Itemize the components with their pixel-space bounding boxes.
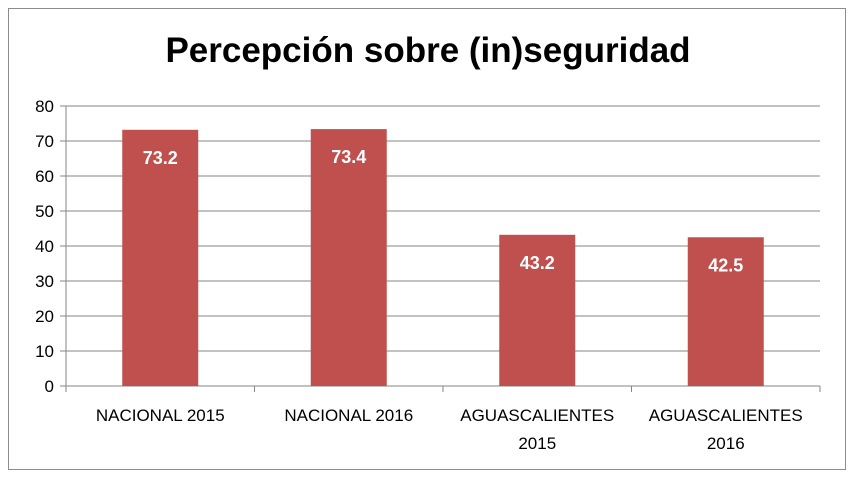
y-tick-label-70: 70 bbox=[35, 132, 54, 151]
chart-title: Percepción sobre (in)seguridad bbox=[165, 31, 690, 70]
bar-1 bbox=[122, 129, 199, 387]
y-tick-label-40: 40 bbox=[35, 237, 54, 256]
x-category-label-4-line-2: 2016 bbox=[707, 434, 745, 453]
y-tick-label-20: 20 bbox=[35, 307, 54, 326]
y-tick-label-0: 0 bbox=[45, 377, 54, 396]
bar-3 bbox=[499, 234, 576, 386]
x-category-label-2: NACIONAL 2016 bbox=[284, 406, 413, 425]
x-category-label-3-line-2: 2015 bbox=[518, 434, 556, 453]
bars bbox=[122, 129, 764, 387]
data-label-2: 73.4 bbox=[331, 147, 366, 167]
y-tick-label-30: 30 bbox=[35, 272, 54, 291]
bar-4 bbox=[687, 237, 764, 386]
y-tick-label-60: 60 bbox=[35, 167, 54, 186]
x-category-label-3-line-1: AGUASCALIENTES bbox=[460, 406, 614, 425]
y-tick-label-10: 10 bbox=[35, 342, 54, 361]
x-axis-labels: NACIONAL 2015 NACIONAL 2016 AGUASCALIENTES… bbox=[96, 406, 803, 453]
data-label-1: 73.2 bbox=[143, 148, 178, 168]
y-axis-ticks: 0 10 20 30 40 50 60 70 80 bbox=[35, 97, 54, 396]
data-labels: 73.2 73.4 43.2 42.5 bbox=[143, 147, 744, 275]
x-category-label-1: NACIONAL 2015 bbox=[96, 406, 225, 425]
data-label-3: 43.2 bbox=[520, 253, 555, 273]
data-label-4: 42.5 bbox=[708, 255, 743, 275]
y-tick-label-50: 50 bbox=[35, 202, 54, 221]
x-category-label-4-line-1: AGUASCALIENTES bbox=[649, 406, 803, 425]
y-tick-label-80: 80 bbox=[35, 97, 54, 116]
bar-2 bbox=[310, 129, 387, 386]
